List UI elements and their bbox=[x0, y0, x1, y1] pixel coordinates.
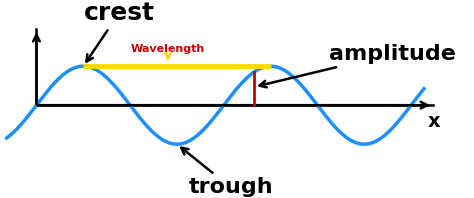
Text: amplitude: amplitude bbox=[259, 44, 456, 87]
Text: x: x bbox=[428, 112, 441, 131]
Text: Wavelength: Wavelength bbox=[131, 44, 205, 54]
Text: trough: trough bbox=[181, 148, 273, 197]
Text: crest: crest bbox=[83, 1, 155, 62]
